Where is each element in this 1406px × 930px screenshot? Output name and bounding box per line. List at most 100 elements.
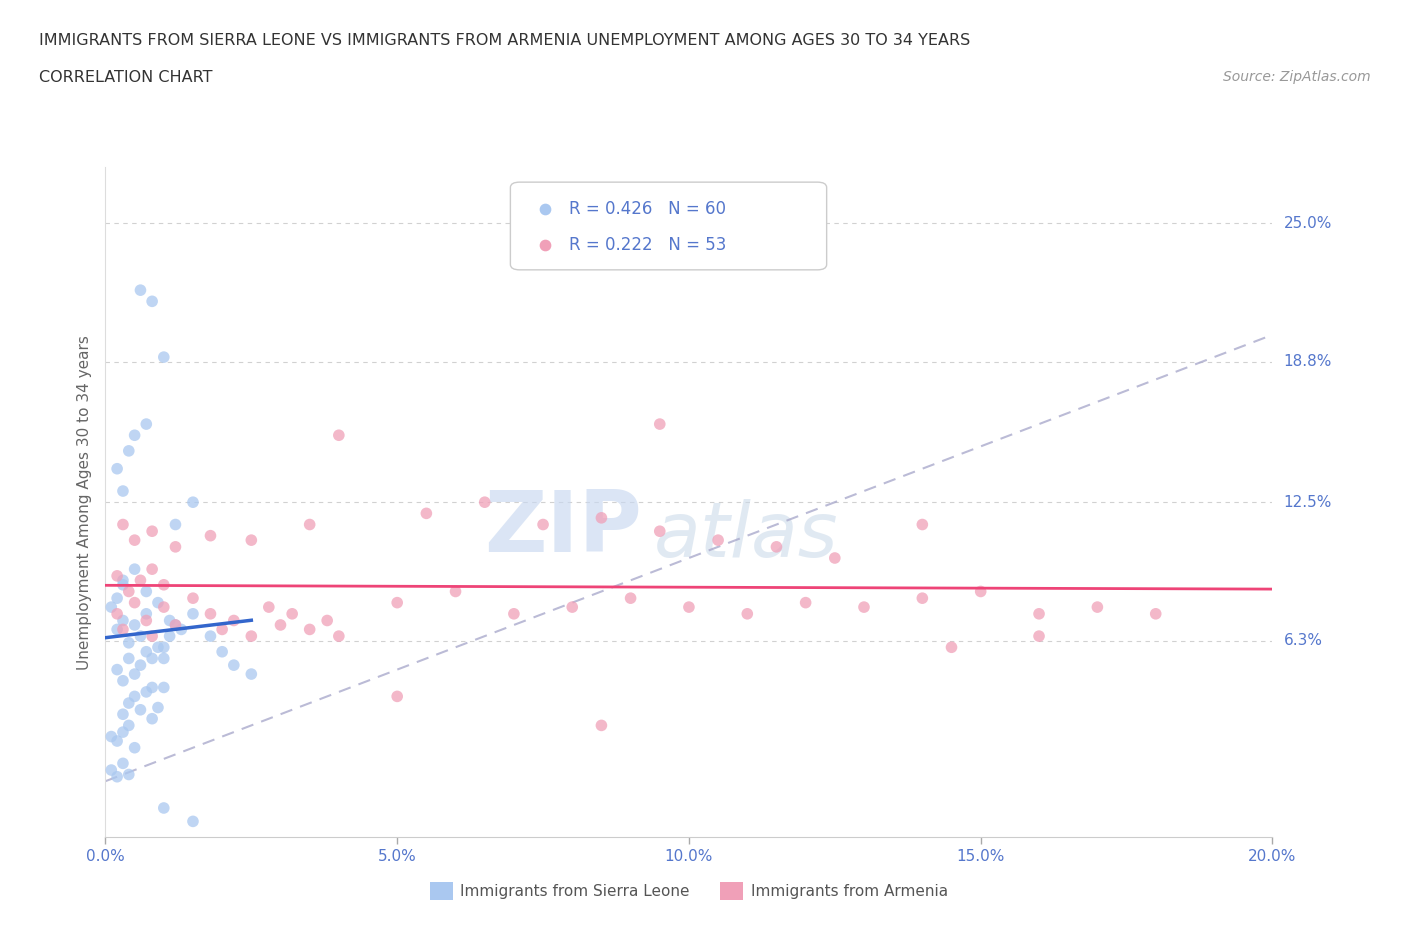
Point xyxy=(105,606,128,621)
Point xyxy=(152,801,174,816)
Point xyxy=(105,461,128,476)
Point xyxy=(316,613,339,628)
Point xyxy=(170,622,193,637)
Text: atlas: atlas xyxy=(654,498,838,573)
Point xyxy=(222,613,245,628)
Point xyxy=(118,635,141,650)
Text: R = 0.426   N = 60: R = 0.426 N = 60 xyxy=(569,200,725,218)
Text: Source: ZipAtlas.com: Source: ZipAtlas.com xyxy=(1223,70,1371,84)
Point xyxy=(152,680,174,695)
Point xyxy=(118,584,141,599)
Point xyxy=(269,618,292,632)
Point xyxy=(141,294,163,309)
Point xyxy=(111,517,134,532)
Point xyxy=(474,495,496,510)
Point xyxy=(146,700,169,715)
Point xyxy=(1085,600,1108,615)
Point xyxy=(678,600,700,615)
Point xyxy=(165,517,187,532)
Point xyxy=(911,517,934,532)
Point xyxy=(385,689,408,704)
Point xyxy=(159,629,181,644)
Point xyxy=(124,595,146,610)
Point xyxy=(105,591,128,605)
Point xyxy=(619,591,641,605)
Point xyxy=(152,600,174,615)
Point xyxy=(105,662,128,677)
Point xyxy=(141,629,163,644)
Point xyxy=(240,667,263,682)
Point xyxy=(124,689,146,704)
Text: IMMIGRANTS FROM SIERRA LEONE VS IMMIGRANTS FROM ARMENIA UNEMPLOYMENT AMONG AGES : IMMIGRANTS FROM SIERRA LEONE VS IMMIGRAN… xyxy=(39,33,970,47)
Point xyxy=(969,584,991,599)
Point xyxy=(105,769,128,784)
Point xyxy=(118,444,141,458)
Point xyxy=(385,595,408,610)
Point xyxy=(591,718,613,733)
Point xyxy=(152,350,174,365)
Point xyxy=(415,506,437,521)
Point xyxy=(181,495,204,510)
Point xyxy=(118,651,141,666)
Point xyxy=(124,428,146,443)
Point xyxy=(135,684,157,699)
Point xyxy=(100,763,122,777)
Point xyxy=(111,707,134,722)
Text: 6.3%: 6.3% xyxy=(1284,633,1323,648)
Text: 12.5%: 12.5% xyxy=(1284,495,1331,510)
Point xyxy=(135,644,157,659)
Point xyxy=(852,600,875,615)
Point xyxy=(165,539,187,554)
Point xyxy=(146,640,169,655)
Point xyxy=(591,511,613,525)
Point xyxy=(152,640,174,655)
Point xyxy=(124,562,146,577)
Point xyxy=(222,658,245,672)
Point xyxy=(129,629,152,644)
Point xyxy=(737,606,759,621)
Point xyxy=(135,606,157,621)
Point xyxy=(146,595,169,610)
Point xyxy=(200,629,222,644)
Point xyxy=(124,533,146,548)
Point xyxy=(211,644,233,659)
Y-axis label: Unemployment Among Ages 30 to 34 years: Unemployment Among Ages 30 to 34 years xyxy=(76,335,91,670)
Point xyxy=(152,651,174,666)
Point xyxy=(765,539,787,554)
Point xyxy=(181,814,204,829)
Point xyxy=(100,600,122,615)
Point xyxy=(257,600,280,615)
Point xyxy=(118,767,141,782)
Point xyxy=(1144,606,1167,621)
Point xyxy=(328,629,350,644)
Point xyxy=(100,729,122,744)
Point xyxy=(1028,606,1050,621)
Point xyxy=(118,696,141,711)
Point xyxy=(298,517,321,532)
Point xyxy=(105,622,128,637)
Point xyxy=(129,573,152,588)
Point xyxy=(794,595,817,610)
Point xyxy=(1028,629,1050,644)
Text: 25.0%: 25.0% xyxy=(1284,216,1331,231)
Point xyxy=(181,591,204,605)
Point xyxy=(444,584,467,599)
Point xyxy=(111,573,134,588)
Point xyxy=(165,618,187,632)
Point xyxy=(135,613,157,628)
Point xyxy=(124,618,146,632)
Point xyxy=(141,562,163,577)
Point xyxy=(648,417,671,432)
Point xyxy=(200,528,222,543)
Point xyxy=(531,517,554,532)
Point xyxy=(211,622,233,637)
Point xyxy=(941,640,963,655)
Point xyxy=(181,606,204,621)
Point xyxy=(141,524,163,538)
Point xyxy=(111,484,134,498)
Point xyxy=(124,740,146,755)
Point xyxy=(129,658,152,672)
Point xyxy=(111,724,134,739)
Text: 18.8%: 18.8% xyxy=(1284,354,1331,369)
Point xyxy=(911,591,934,605)
